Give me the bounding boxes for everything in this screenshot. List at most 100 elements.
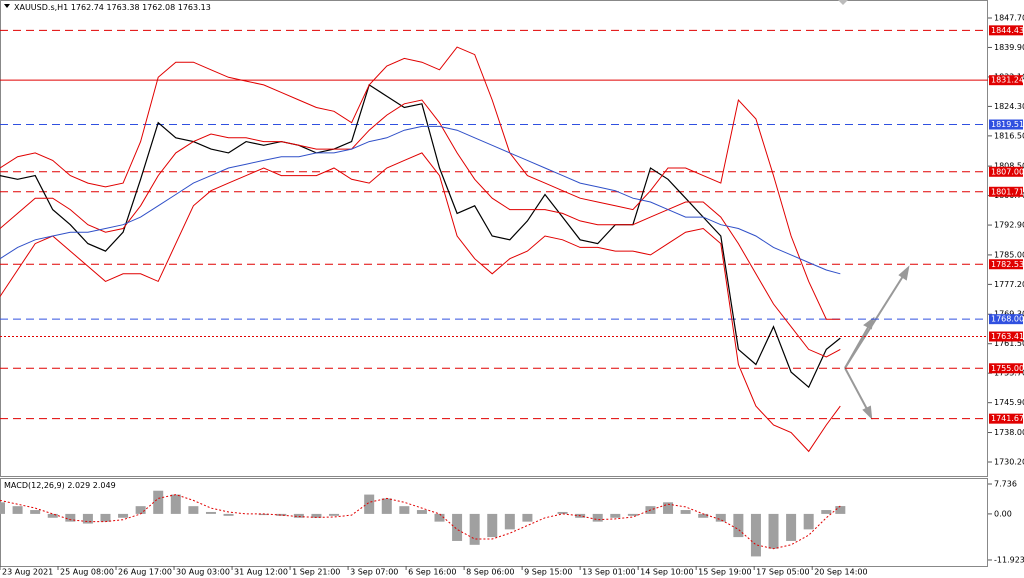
x-tick-label: 23 Aug 2021 [2,568,53,577]
macd-bar [557,511,568,514]
macd-header: MACD(12,26,9) 2.029 2.049 [4,481,116,490]
macd-bar [750,513,761,557]
macd-title: MACD(12,26,9) [4,481,65,490]
level-label-box [989,259,1023,270]
y-tick-label: 1745.90 [994,398,1024,407]
y-tick-label: 1785.00 [994,250,1024,259]
macd-bar [223,513,234,516]
macd-bar [768,513,779,549]
high: 1763.38 [106,3,139,12]
y-tick-label: 1816.50 [994,131,1024,140]
x-tick-label: 31 Aug 12:00 [234,568,288,577]
series-line [0,99,841,358]
x-tick-label: 14 Sep 10:00 [640,568,693,577]
macd-bar [803,513,814,530]
x-tick-label: 20 Sep 14:00 [814,568,867,577]
y-tick-label: 1824.30 [994,102,1024,111]
level-label: 1807.00 [991,167,1024,176]
x-tick-label: 17 Sep 05:00 [756,568,809,577]
y-tick-label: 1839.90 [994,43,1024,52]
y-tick-label: 1808.50 [994,162,1024,171]
x-tick-label: 1 Sep 21:00 [292,568,340,577]
level-label-box [989,25,1023,36]
level-label: 1755.00 [991,364,1024,373]
macd-bar [205,511,216,514]
macd-bar [835,506,846,514]
close: 1763.13 [178,3,211,12]
macd-bar [364,494,375,514]
macd-bar [153,490,164,514]
scroll-marker [838,0,848,5]
macd-bar [434,513,445,522]
macd-bar [0,502,5,514]
level-label: 1768.00 [991,315,1024,324]
x-tick-label: 15 Sep 19:00 [698,568,751,577]
y-tick-label: -11.923 [994,555,1024,564]
y-tick-label: 1730.20 [994,457,1024,466]
x-tick-label: 9 Sep 15:00 [524,568,572,577]
level-label-box [989,331,1023,342]
x-tick-label: 8 Sep 06:00 [466,568,514,577]
menu-arrow[interactable] [4,4,10,8]
y-tick-label: 7.736 [994,480,1017,489]
macd-bar [118,513,129,518]
open: 1762.74 [71,3,104,12]
x-tick-label: 3 Sep 07:00 [350,568,398,577]
y-tick-label: 1792.90 [994,221,1024,230]
macd-bar [733,513,744,538]
y-tick-label: 1777.20 [994,280,1024,289]
macd-bar [399,506,410,514]
main-panel [0,0,988,477]
level-label: 1831.24 [991,76,1024,85]
level-label-box [989,186,1023,197]
macd-bar [504,513,515,530]
macd-bar [381,498,392,514]
macd-bar [82,513,93,524]
macd-bar [311,513,322,518]
level-label-box [989,166,1023,177]
level-label-box [989,363,1023,374]
level-label: 1801.71 [991,187,1024,196]
level-label: 1741.67 [991,414,1024,423]
macd-value: 2.029 [67,481,90,490]
signal-line [0,494,841,550]
macd-bar [65,513,76,522]
macd-bar [293,513,304,518]
y-tick-label: 1761.50 [994,339,1024,348]
macd-bar [469,513,480,545]
level-label: 1782.53 [991,260,1024,269]
level-label-box [989,75,1023,86]
macd-bar [188,506,199,514]
x-tick-label: 6 Sep 16:00 [408,568,456,577]
macd-bar [100,513,111,522]
macd-bar [487,513,498,538]
level-label: 1844.43 [991,26,1024,35]
macd-bar [170,494,181,514]
macd-bar [680,510,691,514]
y-tick-label: 1738.00 [994,428,1024,437]
macd-bar [522,513,533,522]
projection-arrows [844,265,910,420]
series-line [0,152,841,453]
macd-bar [276,513,287,516]
macd-bar [135,506,146,514]
level-label-box [989,119,1023,130]
y-tick-label: 0.00 [994,509,1012,518]
symbol: XAUUSD.s,H1 [14,3,68,12]
x-tick-label: 30 Aug 03:00 [176,568,230,577]
macd-bar [30,510,41,514]
macd-bar [258,513,269,516]
header: XAUUSD.s,H1 1762.74 1763.38 1762.08 1763… [14,3,211,12]
level-label: 1763.41 [991,332,1024,341]
y-tick-label: 1847.70 [994,13,1024,22]
level-label-box [989,314,1023,325]
low: 1762.08 [142,3,175,12]
macd-bar [786,513,797,541]
level-label-box [989,413,1023,424]
level-label: 1819.51 [991,120,1024,129]
macd-bar [715,513,726,522]
macd-bar [627,513,638,516]
x-tick-label: 13 Sep 01:00 [582,568,635,577]
